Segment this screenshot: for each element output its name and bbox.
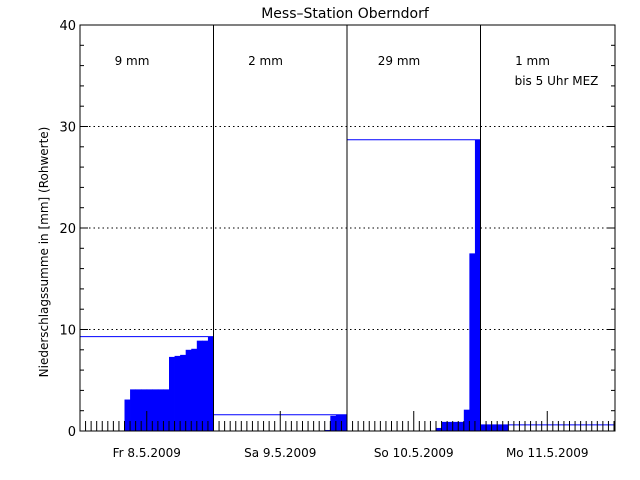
- axis-ticks: 0 10 20 30 40: [59, 19, 615, 440]
- y-tick-label: 40: [59, 19, 76, 34]
- daily-total-label: 1 mm: [515, 54, 550, 68]
- bar: [480, 424, 487, 431]
- bar: [436, 427, 442, 431]
- bar: [486, 424, 493, 431]
- daily-total-label: 29 mm: [378, 54, 420, 68]
- bar: [135, 389, 142, 431]
- y-tick-label: 0: [68, 425, 76, 440]
- bar: [196, 340, 203, 431]
- bar: [335, 414, 342, 431]
- bar: [330, 415, 337, 431]
- bar: [191, 348, 198, 431]
- y-tick-label: 10: [59, 324, 76, 339]
- bar: [491, 424, 498, 431]
- daily-total-label: 2 mm: [248, 54, 283, 68]
- bar: [341, 414, 348, 431]
- bar: [185, 349, 192, 431]
- bar: [141, 389, 148, 431]
- day-label: Mo 11.5.2009: [506, 446, 589, 460]
- bar: [163, 389, 170, 431]
- plot-frame: [79, 24, 616, 432]
- bar: [458, 421, 465, 431]
- bar: [202, 340, 209, 431]
- daily-note: bis 5 Uhr MEZ: [515, 74, 599, 88]
- bar: [441, 421, 448, 431]
- day-label: Sa 9.5.2009: [244, 446, 316, 460]
- bar: [502, 424, 509, 431]
- bar: [152, 389, 159, 431]
- y-tick-label: 30: [59, 121, 76, 136]
- chart-title: Mess–Station Oberndorf: [261, 6, 430, 22]
- bar: [146, 389, 153, 431]
- bar: [447, 421, 454, 431]
- daily-total-label: 9 mm: [115, 54, 150, 68]
- bar: [157, 389, 164, 431]
- y-axis-label: Niederschlagssumme in [mm] (Rohwerte): [37, 127, 51, 378]
- bar: [497, 424, 504, 431]
- bar: [463, 409, 470, 431]
- bar: [169, 356, 175, 431]
- bar: [130, 389, 137, 431]
- y-tick-label: 20: [59, 222, 76, 237]
- day-labels: 9 mm Fr 8.5.2009 2 mm Sa 9.5.2009 29 mm So 10…: [113, 54, 599, 460]
- bar: [474, 139, 481, 431]
- bar: [324, 429, 331, 431]
- day-label: Fr 8.5.2009: [113, 446, 181, 460]
- bars-group: [124, 139, 509, 431]
- bar: [469, 253, 476, 431]
- day-label: So 10.5.2009: [374, 446, 454, 460]
- gridlines: [80, 126, 615, 330]
- bar: [174, 355, 181, 431]
- bar: [180, 354, 187, 431]
- bar: [452, 421, 459, 431]
- bar: [207, 336, 214, 431]
- bar: [124, 399, 131, 431]
